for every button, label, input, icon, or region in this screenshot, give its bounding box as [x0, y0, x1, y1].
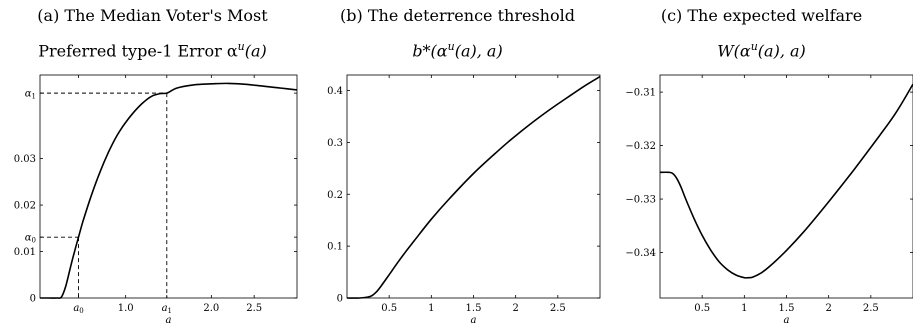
- x-tick-label: 1.0: [118, 303, 134, 314]
- panel-a-title: (a) The Median Voter's Most Preferred ty…: [0, 0, 305, 66]
- y-tick-label: −0.34: [625, 248, 656, 259]
- plot-frame: [346, 74, 601, 299]
- y-tick-label: 0.2: [327, 190, 343, 201]
- x-tick-label: 2.5: [550, 303, 566, 314]
- x-tick-label: a1: [162, 303, 172, 315]
- y-tick-label: 0.1: [327, 242, 343, 253]
- y-tick-label: −0.31: [625, 88, 656, 99]
- x-tick-label: a0: [73, 303, 83, 315]
- panel-b-title-line1: (b) The deterrence threshold: [340, 6, 575, 25]
- y-tick-label: 0.4: [327, 86, 343, 97]
- x-tick-label: 2.5: [246, 303, 262, 314]
- y-tick-label: 0.03: [14, 154, 36, 165]
- x-axis-label: a: [166, 315, 172, 326]
- x-axis-label: a: [784, 315, 790, 326]
- plot-frame: [39, 74, 298, 299]
- x-tick-label: 1.5: [779, 303, 795, 314]
- panel-a-title-line2: Preferred type-1 Error αu(a): [38, 40, 267, 61]
- x-axis-label: a: [471, 315, 477, 326]
- x-tick-label: 2: [825, 303, 831, 314]
- x-tick-label: 1: [741, 303, 747, 314]
- panel-b-chart: 0.5 1 1.5 2 2.5 0 0.1 0.2 0.3 0.4 a: [327, 74, 601, 326]
- panel-a-chart: a0 1.0 a1 2.0 2.5 0 0.01 α0 0.02 0.03 α1 a: [14, 74, 298, 326]
- x-tick-label: 0.5: [381, 303, 397, 314]
- x-tick-label: 1: [428, 303, 434, 314]
- panel-b-title-line2: b*(αu(a), a): [412, 40, 503, 61]
- y-tick-label: 0.3: [327, 138, 343, 149]
- x-tick-label: 0.5: [694, 303, 710, 314]
- panel-c-title-line2: W(αu(a), a): [717, 40, 806, 61]
- y-tick-label: 0.02: [14, 201, 36, 212]
- y-tick-label: α0: [25, 233, 36, 245]
- series-line: [39, 82, 298, 299]
- panel-a-title-line1: (a) The Median Voter's Most: [37, 6, 268, 25]
- x-tick-label: 2.5: [863, 303, 879, 314]
- y-tick-label: −0.33: [625, 195, 656, 206]
- y-tick-label: 0.01: [14, 247, 36, 258]
- y-tick-label: α1: [25, 89, 36, 101]
- y-tick-label: 0: [30, 294, 36, 305]
- y-tick-label: 0: [337, 294, 343, 305]
- series-line: [659, 83, 913, 279]
- x-tick-label: 2: [512, 303, 518, 314]
- panel-b-title: (b) The deterrence threshold b*(αu(a), a…: [305, 0, 610, 66]
- x-tick-label: 1.5: [466, 303, 482, 314]
- panel-c-title: (c) The expected welfare W(αu(a), a): [610, 0, 913, 66]
- series-line: [346, 75, 601, 299]
- x-tick-label: 2.0: [203, 303, 219, 314]
- plot-frame: [659, 74, 913, 299]
- panel-c-chart: 0.5 1 1.5 2 2.5 −0.34 −0.33 −0.32 −0.31 a: [625, 74, 913, 326]
- panel-c-title-line1: (c) The expected welfare: [660, 6, 863, 25]
- y-tick-label: −0.32: [625, 141, 656, 152]
